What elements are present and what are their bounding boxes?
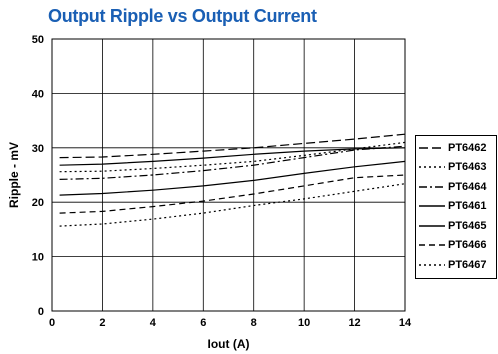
legend-label: PT6462 (448, 141, 487, 154)
series-line-pt6462 (59, 133, 406, 159)
x-tick-label: 0 (49, 317, 55, 329)
legend-label: PT6461 (448, 200, 487, 213)
y-tick-label: 10 (32, 252, 44, 264)
y-tick-label: 30 (32, 143, 44, 155)
legend-item-pt6462: PT6462 (416, 138, 496, 158)
legend-item-pt6464: PT6464 (416, 177, 496, 197)
series-line-pt6466 (59, 174, 406, 214)
y-axis-label: Ripple - mV (7, 142, 21, 208)
legend-label: PT6463 (448, 161, 487, 174)
x-axis-label: Iout (A) (208, 337, 250, 351)
legend-label: PT6465 (448, 219, 487, 232)
legend-item-pt6465: PT6465 (416, 216, 496, 236)
x-tick-label: 6 (200, 317, 206, 329)
legend-swatch (419, 263, 445, 266)
legend-swatch (419, 166, 445, 169)
legend: PT6462 PT6463 PT6464 PT6461 PT6465 PT6466 PT64… (415, 135, 497, 279)
legend-item-pt6466: PT6466 (416, 236, 496, 256)
x-tick-label: 4 (150, 317, 157, 329)
y-tick-label: 20 (32, 197, 44, 209)
x-tick-label: 14 (399, 317, 412, 329)
legend-item-pt6463: PT6463 (416, 158, 496, 178)
series-line-pt6465 (59, 160, 406, 196)
x-tick-label: 2 (99, 317, 105, 329)
x-tick-label: 8 (251, 317, 257, 329)
legend-swatch (419, 185, 445, 188)
legend-swatch (419, 224, 445, 227)
y-tick-label: 50 (32, 34, 44, 46)
grid-layer (51, 38, 406, 312)
legend-item-pt6467: PT6467 (416, 255, 496, 275)
chart-title: Output Ripple vs Output Current (48, 6, 317, 26)
legend-item-pt6461: PT6461 (416, 197, 496, 217)
series-line-pt6463 (59, 141, 406, 173)
legend-swatch (419, 146, 445, 149)
legend-label: PT6466 (448, 239, 487, 252)
y-tick-label: 0 (38, 306, 44, 318)
plot-frame (51, 38, 406, 312)
series-line-pt6467 (59, 183, 406, 227)
legend-label: PT6464 (448, 180, 487, 193)
series-layer (59, 133, 406, 227)
tick-layer: 0 2 4 6 8 10 12 14 0 10 20 30 40 50 (32, 34, 412, 329)
series-line-pt6464 (59, 145, 406, 180)
legend-swatch (419, 244, 445, 247)
series-line-pt6461 (59, 147, 406, 166)
x-tick-label: 10 (298, 317, 310, 329)
y-tick-label: 40 (32, 88, 44, 100)
legend-swatch (419, 205, 445, 208)
x-tick-label: 12 (348, 317, 360, 329)
legend-label: PT6467 (448, 258, 487, 271)
